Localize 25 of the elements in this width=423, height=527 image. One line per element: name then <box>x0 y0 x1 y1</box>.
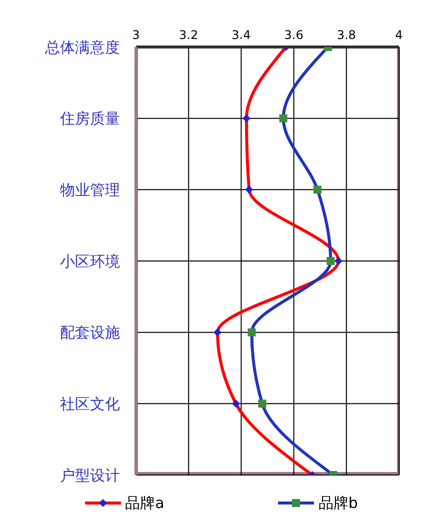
y-tick-label: 社区文化 <box>60 394 120 413</box>
y-tick-label: 住房质量 <box>59 110 120 128</box>
point <box>326 257 335 265</box>
legend-label: 品牌a <box>125 494 164 512</box>
point <box>232 400 240 408</box>
x-tick-label: 3.8 <box>336 28 356 42</box>
x-tick-label: 3.6 <box>284 28 304 42</box>
y-tick-label: 总体满意度 <box>44 38 120 56</box>
point <box>258 400 266 408</box>
x-tick-label: 3 <box>132 28 140 42</box>
y-tick-label: 配套设施 <box>60 324 120 342</box>
point <box>214 328 222 336</box>
x-tick-label: 3.4 <box>232 28 251 42</box>
x-tick-label: 3.2 <box>179 28 198 42</box>
point <box>313 186 322 194</box>
y-tick-label: 物业管理 <box>60 180 120 199</box>
y-tick-label: 户型设计 <box>60 466 120 484</box>
point <box>334 257 343 265</box>
point <box>279 114 288 122</box>
x-tick-label: 4 <box>395 28 403 42</box>
y-tick-label: 小区环境 <box>60 252 120 270</box>
point <box>245 186 254 194</box>
point <box>242 114 250 122</box>
legend-label: 品牌b <box>318 494 358 512</box>
point <box>248 328 256 336</box>
